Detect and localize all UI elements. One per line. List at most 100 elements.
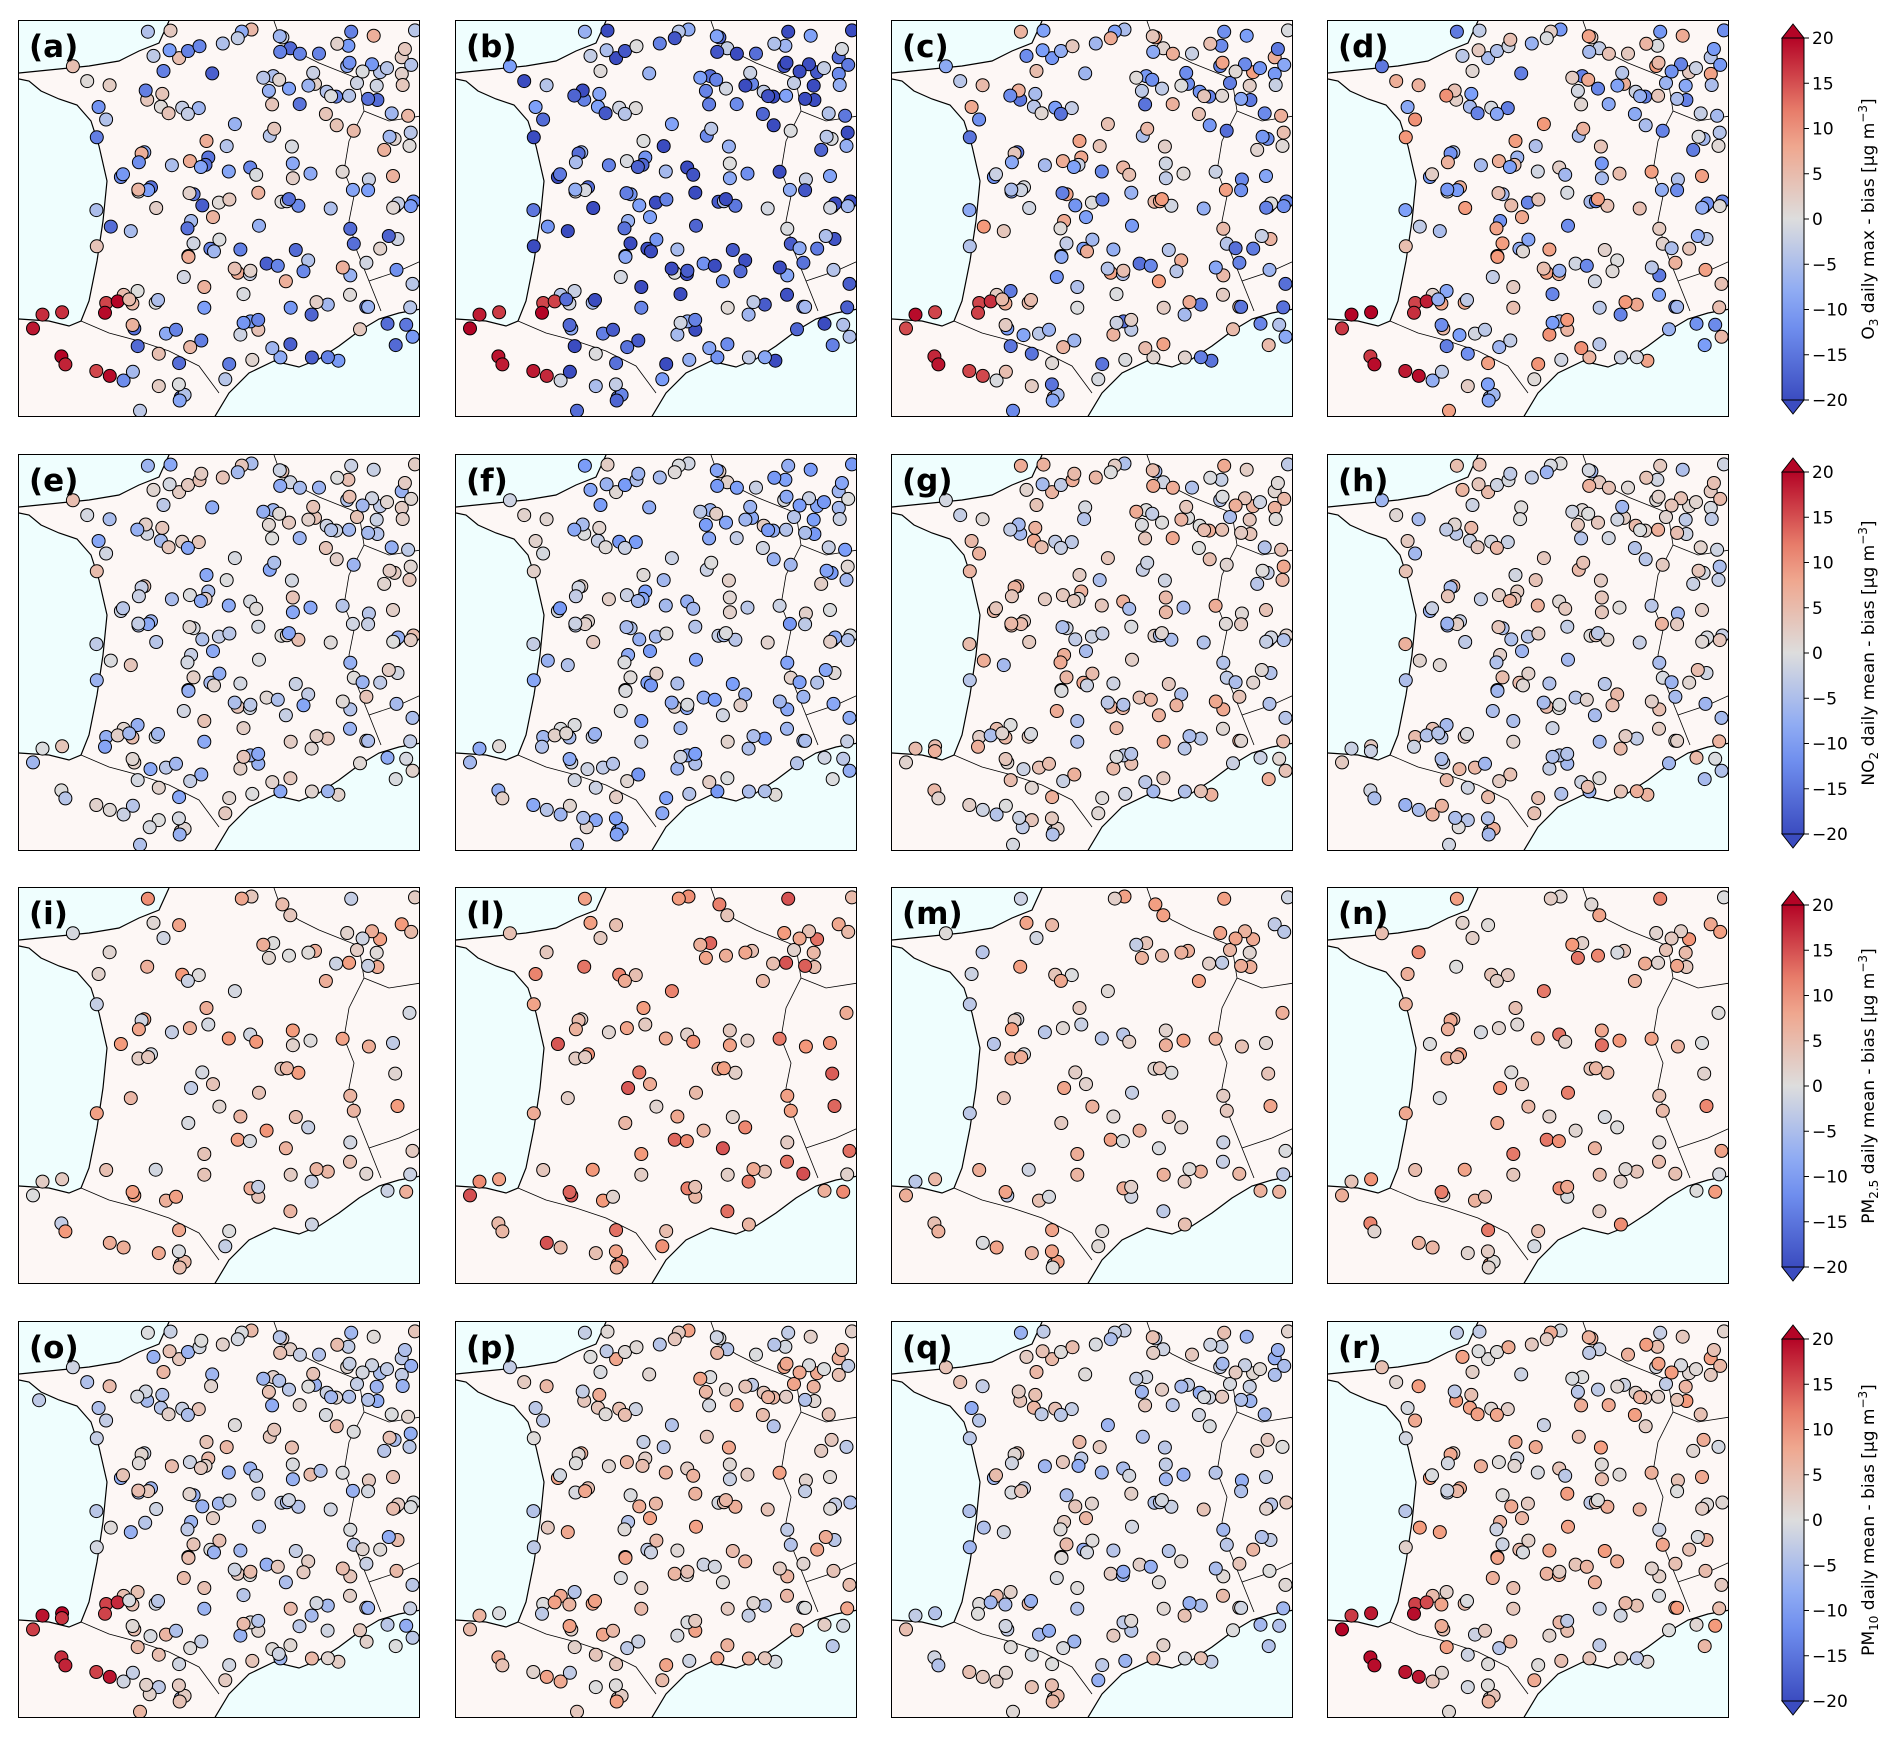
station-marker [1506, 1601, 1521, 1616]
station-marker [222, 791, 237, 806]
station-marker [1138, 775, 1153, 790]
station-marker [1140, 555, 1155, 570]
station-marker [1208, 1031, 1223, 1046]
map-svg [1328, 455, 1728, 850]
station-marker [1216, 1135, 1231, 1150]
station-marker [1364, 1172, 1379, 1187]
station-marker [169, 756, 183, 771]
station-marker [1389, 1375, 1404, 1390]
station-marker [1129, 70, 1144, 85]
station-marker [1177, 1608, 1192, 1623]
station-marker [1095, 1224, 1110, 1239]
station-marker [180, 1522, 195, 1537]
station-marker [1109, 721, 1124, 736]
panel-label: (n) [1338, 896, 1389, 932]
station-marker [1712, 125, 1727, 140]
station-marker [707, 258, 722, 273]
station-marker [1169, 264, 1184, 279]
station-marker [309, 729, 324, 744]
station-marker [1100, 984, 1115, 999]
station-marker [1442, 1704, 1456, 1717]
station-marker [1154, 192, 1169, 207]
station-marker [1045, 1657, 1060, 1672]
station-marker [162, 1344, 177, 1359]
station-marker [1055, 1021, 1070, 1036]
station-marker [696, 256, 711, 271]
station-marker [1675, 1329, 1690, 1344]
station-marker [1442, 403, 1456, 416]
colorbar-tick-label: −20 [1812, 391, 1848, 411]
station-marker [1708, 1184, 1723, 1199]
station-marker [1079, 1077, 1093, 1092]
station-marker [1202, 956, 1217, 971]
station-marker [693, 70, 708, 85]
station-marker [405, 710, 419, 725]
station-marker [1169, 698, 1184, 713]
station-marker [335, 164, 350, 179]
station-marker [125, 1185, 140, 1199]
station-marker [1037, 158, 1052, 173]
colorbar-extend-min [1780, 399, 1806, 415]
station-marker [1536, 695, 1551, 710]
station-marker [1219, 557, 1234, 572]
station-marker [989, 373, 1004, 388]
station-marker [1238, 57, 1252, 72]
station-marker [1374, 1360, 1389, 1375]
station-marker [720, 300, 735, 315]
station-marker [26, 1188, 40, 1203]
station-marker [350, 943, 364, 957]
station-marker [606, 756, 620, 771]
station-marker [1095, 791, 1110, 806]
station-marker [149, 1502, 164, 1516]
station-marker [161, 106, 176, 121]
station-marker [169, 1623, 183, 1638]
colorbar-tick-label: −10 [1812, 1168, 1848, 1188]
station-marker [344, 891, 359, 906]
station-marker [99, 112, 114, 127]
station-marker [931, 357, 946, 372]
station-marker [1398, 673, 1413, 688]
station-marker [304, 1608, 319, 1623]
station-marker [1668, 689, 1683, 704]
station-marker [1654, 616, 1669, 631]
station-marker [964, 100, 979, 114]
station-marker [1594, 171, 1609, 186]
station-marker [1481, 1260, 1496, 1275]
station-marker [1109, 749, 1124, 764]
colorbar-extend-min [1780, 1266, 1806, 1282]
station-marker [1013, 24, 1028, 39]
station-marker [98, 1606, 112, 1621]
station-marker [802, 57, 816, 72]
station-marker [343, 1088, 358, 1103]
station-marker [1629, 350, 1644, 365]
station-marker [539, 368, 554, 383]
station-marker [798, 733, 813, 748]
station-marker [1439, 284, 1454, 298]
station-marker [1106, 242, 1121, 257]
station-marker [1344, 307, 1359, 322]
station-marker [746, 729, 761, 744]
station-marker [1670, 1392, 1685, 1407]
station-marker [1711, 572, 1726, 587]
station-marker [183, 340, 198, 355]
station-marker [1638, 118, 1653, 133]
station-marker [1003, 284, 1018, 298]
station-marker [251, 746, 266, 761]
station-marker [361, 733, 376, 748]
station-marker [1185, 46, 1199, 61]
station-marker [1440, 589, 1455, 604]
station-marker [1455, 915, 1470, 930]
station-marker [577, 1325, 592, 1340]
station-marker [215, 1337, 230, 1352]
station-marker [962, 1504, 977, 1519]
station-marker [199, 134, 214, 148]
station-marker [195, 632, 210, 647]
station-marker [1686, 142, 1701, 157]
station-marker [1699, 1099, 1714, 1113]
station-marker [207, 244, 221, 259]
colorbar-gradient [1781, 471, 1805, 835]
station-marker [344, 1325, 359, 1340]
station-marker [1106, 1628, 1121, 1643]
station-marker [1261, 1639, 1276, 1654]
station-marker [1145, 1330, 1160, 1345]
